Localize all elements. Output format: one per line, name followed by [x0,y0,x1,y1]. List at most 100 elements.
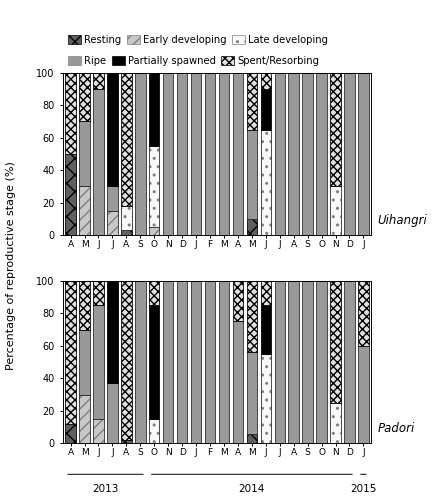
Bar [330,403,341,443]
Bar [191,281,201,443]
Bar [358,73,368,235]
Bar [107,48,118,186]
Bar [233,73,243,235]
Bar [219,73,229,235]
Bar [219,281,229,443]
Bar [93,419,104,443]
Bar [121,440,132,443]
Bar [79,73,90,121]
Bar [107,211,118,235]
Bar [93,73,104,89]
Bar [247,73,257,130]
Bar [121,206,132,230]
Bar [93,89,104,235]
Bar [66,281,76,424]
Bar [149,73,159,146]
Bar [233,322,243,443]
Bar [121,206,132,230]
Bar [163,73,174,235]
Bar [149,227,159,235]
Bar [247,352,257,434]
Bar [289,73,299,235]
Bar [247,281,257,352]
Bar [344,73,355,235]
Bar [149,73,159,146]
Bar [260,354,271,443]
Bar [330,281,341,403]
Bar [260,89,271,130]
Bar [260,354,271,443]
Bar [247,219,257,235]
Bar [107,281,118,383]
Bar [107,186,118,211]
Bar [93,281,104,305]
Bar [344,73,355,235]
Bar [79,186,90,235]
Bar [260,130,271,235]
Bar [302,73,313,235]
Bar [149,227,159,235]
Bar [289,281,299,443]
Bar [135,281,145,443]
Bar [316,73,327,235]
Bar [260,89,271,130]
Bar [93,305,104,419]
Bar [79,121,90,186]
Bar [302,281,313,443]
Bar [275,281,285,443]
Bar [149,146,159,227]
Bar [260,73,271,89]
Bar [107,211,118,235]
Bar [358,281,368,346]
Bar [121,230,132,235]
Bar [358,281,368,346]
Bar [191,281,201,443]
Bar [79,186,90,235]
Bar [289,73,299,235]
Bar [163,73,174,235]
Bar [247,352,257,434]
Bar [79,281,90,330]
Text: Percentage of reproductive stage (%): Percentage of reproductive stage (%) [6,161,16,370]
Bar [121,73,132,206]
Bar [177,73,187,235]
Bar [149,281,159,305]
Bar [79,330,90,395]
Bar [66,424,76,443]
Bar [66,73,76,154]
Bar [79,395,90,443]
Bar [66,73,76,154]
Bar [149,419,159,443]
Bar [93,73,104,89]
Bar [121,440,132,443]
Bar [330,186,341,235]
Bar [247,434,257,443]
Bar [302,73,313,235]
Bar [205,73,215,235]
Bar [135,281,145,443]
Bar [66,424,76,443]
Bar [358,346,368,443]
Bar [79,281,90,330]
Bar [330,73,341,186]
Bar [121,281,132,440]
Bar [177,281,187,443]
Bar [191,73,201,235]
Bar [302,281,313,443]
Bar [260,305,271,354]
Bar [260,73,271,89]
Bar [149,146,159,227]
Bar [135,73,145,235]
Bar [316,73,327,235]
Bar [205,281,215,443]
Bar [177,73,187,235]
Bar [121,281,132,440]
Bar [177,281,187,443]
Bar [107,383,118,443]
Bar [149,305,159,419]
Bar [247,434,257,443]
Bar [260,281,271,305]
Bar [275,281,285,443]
Bar [149,281,159,305]
Bar [247,130,257,219]
